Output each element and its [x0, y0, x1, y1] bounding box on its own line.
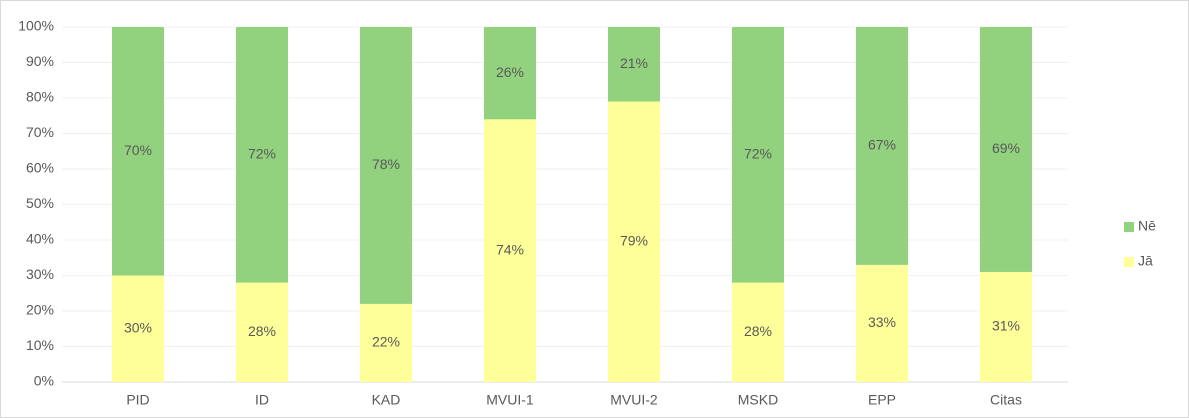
data-label: 33% — [868, 314, 896, 330]
y-tick-label: 90% — [26, 53, 54, 69]
x-tick-label: ID — [255, 392, 269, 408]
x-tick-label: KAD — [372, 392, 401, 408]
bar-segment — [236, 282, 288, 382]
legend-label: Nē — [1138, 218, 1156, 234]
data-label: 69% — [992, 140, 1020, 156]
data-label: 72% — [248, 146, 276, 162]
data-label: 78% — [372, 156, 400, 172]
y-tick-label: 60% — [26, 160, 54, 176]
bar-segment — [236, 27, 288, 283]
x-tick-label: PID — [126, 392, 149, 408]
bar-segment — [732, 27, 784, 283]
bar-segment — [360, 27, 412, 304]
y-tick-label: 80% — [26, 89, 54, 105]
x-tick-label: MVUI-1 — [486, 392, 534, 408]
bar-segment — [608, 101, 660, 383]
bar-segment — [980, 27, 1032, 272]
data-label: 74% — [496, 241, 524, 257]
bar-segment — [856, 264, 908, 382]
y-tick-label: 30% — [26, 266, 54, 282]
bar-segment — [360, 303, 412, 382]
data-label: 70% — [124, 142, 152, 158]
data-label: 28% — [248, 323, 276, 339]
bar-segment — [980, 271, 1032, 382]
y-tick-label: 100% — [18, 18, 54, 34]
y-tick-label: 40% — [26, 231, 54, 247]
data-label: 22% — [372, 334, 400, 350]
legend-swatch — [1124, 257, 1134, 267]
legend-label: Jā — [1138, 253, 1153, 269]
y-tick-label: 20% — [26, 302, 54, 318]
bar-segment — [856, 27, 908, 265]
data-label: 26% — [496, 64, 524, 80]
x-tick-label: Citas — [990, 392, 1022, 408]
data-label: 21% — [620, 55, 648, 71]
data-label: 79% — [620, 232, 648, 248]
y-tick-label: 50% — [26, 195, 54, 211]
data-label: 31% — [992, 318, 1020, 334]
bar-segment — [484, 27, 536, 120]
x-tick-label: MSKD — [738, 392, 778, 408]
y-tick-label: 10% — [26, 337, 54, 353]
data-label: 72% — [744, 146, 772, 162]
y-tick-label: 0% — [34, 373, 54, 389]
y-tick-label: 70% — [26, 124, 54, 140]
data-label: 30% — [124, 319, 152, 335]
bar-segment — [112, 27, 164, 276]
x-tick-label: MVUI-2 — [610, 392, 658, 408]
legend-swatch — [1124, 222, 1134, 232]
data-label: 67% — [868, 137, 896, 153]
x-tick-label: EPP — [868, 392, 896, 408]
data-label: 28% — [744, 323, 772, 339]
bar-segment — [484, 119, 536, 383]
bar-segment — [112, 275, 164, 382]
bar-segment — [732, 282, 784, 382]
bar-segment — [608, 27, 660, 102]
